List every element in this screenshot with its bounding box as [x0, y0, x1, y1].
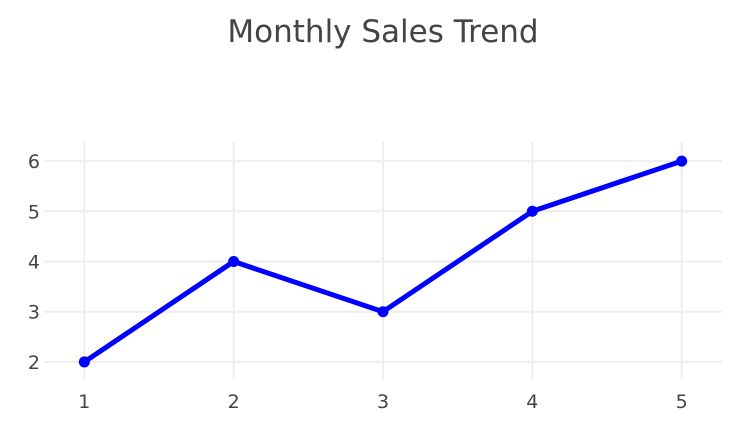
- x-tick-label: 5: [676, 391, 688, 413]
- chart-title: Monthly Sales Trend: [227, 14, 538, 50]
- y-tick-label: 3: [28, 302, 40, 324]
- y-tick-label: 6: [28, 151, 40, 173]
- x-tick-label: 2: [228, 391, 240, 413]
- x-tick-label: 3: [377, 391, 389, 413]
- data-point: [377, 306, 389, 318]
- x-tick-label: 4: [526, 391, 538, 413]
- y-tick-label: 2: [28, 352, 40, 374]
- data-point: [676, 155, 688, 167]
- y-tick-label: 4: [28, 252, 40, 274]
- data-point: [526, 205, 538, 217]
- data-point: [78, 356, 90, 368]
- y-tick-label: 5: [28, 201, 40, 223]
- data-point: [228, 256, 240, 268]
- x-tick-label: 1: [78, 391, 90, 413]
